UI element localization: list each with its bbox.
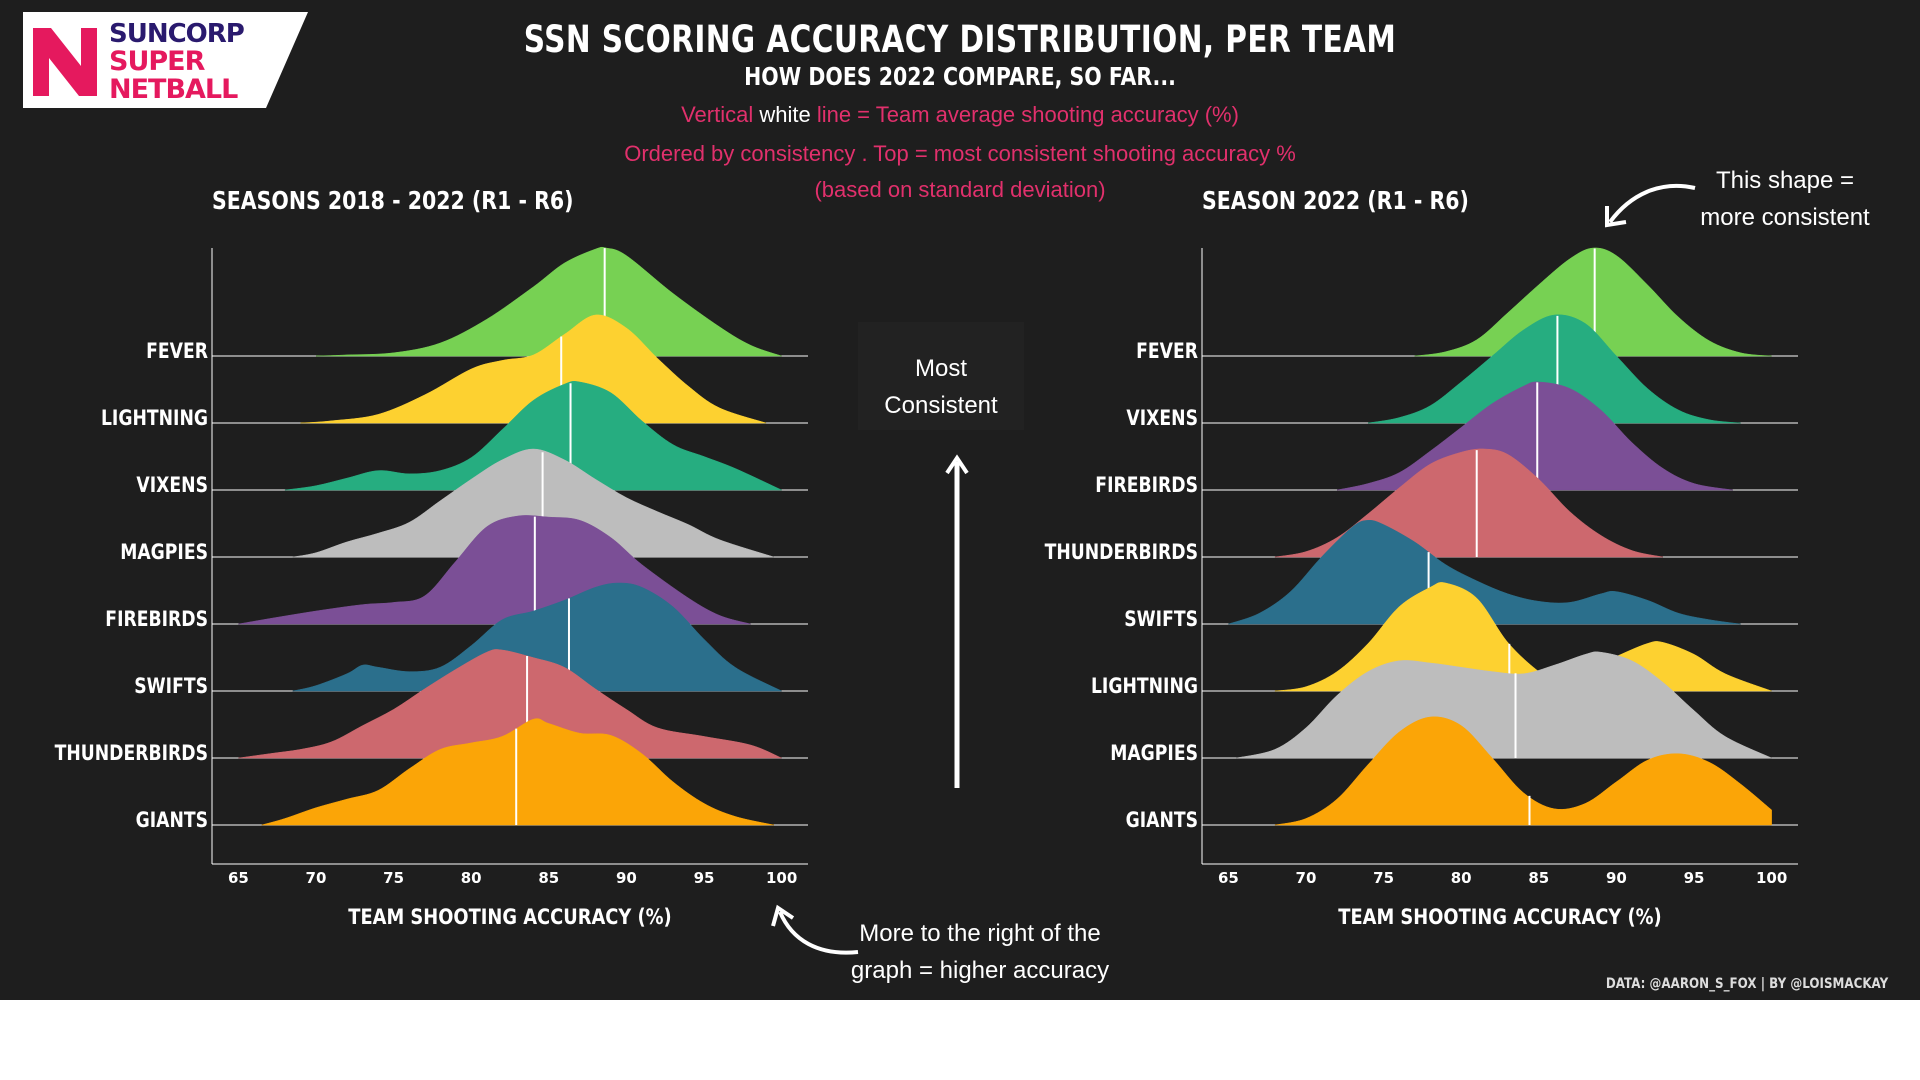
- note-text-a: Vertical: [681, 102, 754, 127]
- left-x-tick-label: 75: [383, 869, 405, 887]
- right-note-line2: graph = higher accuracy: [850, 957, 1110, 984]
- curved-arrow-icon: [1608, 183, 1696, 224]
- right-x-tick-label: 85: [1528, 869, 1550, 887]
- left-x-tick-label: 85: [538, 869, 560, 887]
- left-density-vixens: [284, 381, 782, 491]
- right-density-vixens: [1368, 314, 1741, 424]
- right-team-label-thunderbirds: THUNDERBIRDS: [1044, 540, 1198, 564]
- right-x-tick-label: 70: [1295, 869, 1317, 887]
- left-team-label-magpies: MAGPIES: [120, 540, 208, 564]
- left-team-label-firebirds: FIREBIRDS: [105, 607, 208, 631]
- right-note-line1: More to the right of the: [859, 920, 1101, 947]
- legend-note-stddev: (based on standard deviation): [814, 177, 1106, 202]
- left-x-axis-title: TEAM SHOOTING ACCURACY (%): [348, 905, 672, 929]
- left-x-tick-label: 70: [305, 869, 327, 887]
- right-team-label-swifts: SWIFTS: [1124, 607, 1198, 631]
- right-team-label-giants: GIANTS: [1125, 808, 1198, 832]
- shape-consistency-note: This shape = more consistent: [1665, 162, 1905, 236]
- right-ridgeline-panel: [1201, 247, 1798, 865]
- left-team-label-fever: FEVER: [146, 339, 208, 363]
- left-density-fever: [315, 246, 782, 357]
- shape-note-line2: more consistent: [1700, 204, 1870, 231]
- left-team-label-swifts: SWIFTS: [134, 674, 208, 698]
- right-density-swifts: [1228, 520, 1741, 625]
- right-density-firebirds: [1336, 381, 1733, 491]
- right-team-label-firebirds: FIREBIRDS: [1095, 473, 1198, 497]
- note-text-white: white: [759, 102, 811, 127]
- right-x-tick-label: 90: [1605, 869, 1627, 887]
- left-x-tick-label: 65: [227, 869, 249, 887]
- right-team-label-lightning: LIGHTNING: [1090, 674, 1198, 698]
- right-team-label-fever: FEVER: [1136, 339, 1198, 363]
- accuracy-direction-note: More to the right of the graph = higher …: [820, 915, 1140, 989]
- left-panel-title: SEASONS 2018 - 2022 (R1 - R6): [212, 186, 574, 215]
- ridgeline-charts: [211, 183, 1798, 955]
- legend-note-ordering: Ordered by consistency . Top = most cons…: [624, 141, 1296, 166]
- legend-note-mean-line: Vertical white line = Team average shoot…: [0, 102, 1920, 128]
- logo-text-super: SUPER: [109, 46, 205, 77]
- left-density-lightning: [300, 314, 767, 424]
- logo-text-netball: NETBALL: [109, 74, 238, 105]
- logo-text-suncorp: SUNCORP: [109, 19, 245, 49]
- right-x-axis-title: TEAM SHOOTING ACCURACY (%): [1338, 905, 1662, 929]
- left-team-label-lightning: LIGHTNING: [100, 406, 208, 430]
- left-density-swifts: [292, 582, 782, 692]
- right-x-tick-label: 75: [1373, 869, 1395, 887]
- right-x-tick-label: 95: [1683, 869, 1705, 887]
- left-x-tick-label: 95: [693, 869, 715, 887]
- most-consistent-line2: Consistent: [884, 392, 998, 419]
- most-consistent-box: [858, 322, 1024, 430]
- shape-note-line1: This shape =: [1715, 167, 1855, 194]
- curved-arrow-left-icon: [778, 911, 859, 955]
- page-subtitle: HOW DOES 2022 COMPARE, SO FAR...: [744, 62, 1176, 91]
- left-team-label-giants: GIANTS: [135, 808, 208, 832]
- left-density-magpies: [292, 448, 774, 558]
- right-density-magpies: [1236, 651, 1772, 759]
- left-density-thunderbirds: [238, 649, 782, 759]
- page-title: SSN SCORING ACCURACY DISTRIBUTION, PER T…: [523, 18, 1397, 61]
- left-team-label-thunderbirds: THUNDERBIRDS: [54, 741, 209, 765]
- right-team-label-vixens: VIXENS: [1126, 406, 1198, 430]
- note-text-c: line = Team average shooting accuracy (%…: [816, 102, 1239, 127]
- left-x-tick-label: 90: [615, 869, 637, 887]
- right-x-tick-label: 80: [1450, 869, 1472, 887]
- most-consistent-label: Most Consistent: [858, 350, 1024, 424]
- left-ridgeline-panel: [211, 246, 808, 865]
- up-arrowhead-icon: [945, 454, 969, 475]
- right-density-fever: [1414, 247, 1772, 357]
- curved-arrowhead-left-icon: [771, 904, 795, 927]
- left-team-label-vixens: VIXENS: [136, 473, 208, 497]
- curved-arrowhead-icon: [1605, 206, 1627, 228]
- right-team-label-magpies: MAGPIES: [1110, 741, 1198, 765]
- left-density-giants: [261, 718, 774, 826]
- suncorp-super-netball-logo: SUNCORP SUPER NETBALL: [23, 12, 308, 108]
- logo-badge-icon: [23, 12, 308, 108]
- left-x-tick-label: 80: [460, 869, 482, 887]
- right-x-tick-label: 65: [1217, 869, 1239, 887]
- data-credit: DATA: @AARON_S_FOX | BY @LOISMACKAY: [1605, 976, 1888, 992]
- most-consistent-line1: Most: [914, 355, 967, 382]
- right-density-giants: [1274, 716, 1772, 826]
- right-panel-title: SEASON 2022 (R1 - R6): [1202, 186, 1469, 215]
- left-x-tick-label: 100: [765, 869, 798, 887]
- infographic: SUNCORP SUPER NETBALL SSN SCORING ACCURA…: [0, 0, 1920, 1000]
- right-x-tick-label: 100: [1755, 869, 1788, 887]
